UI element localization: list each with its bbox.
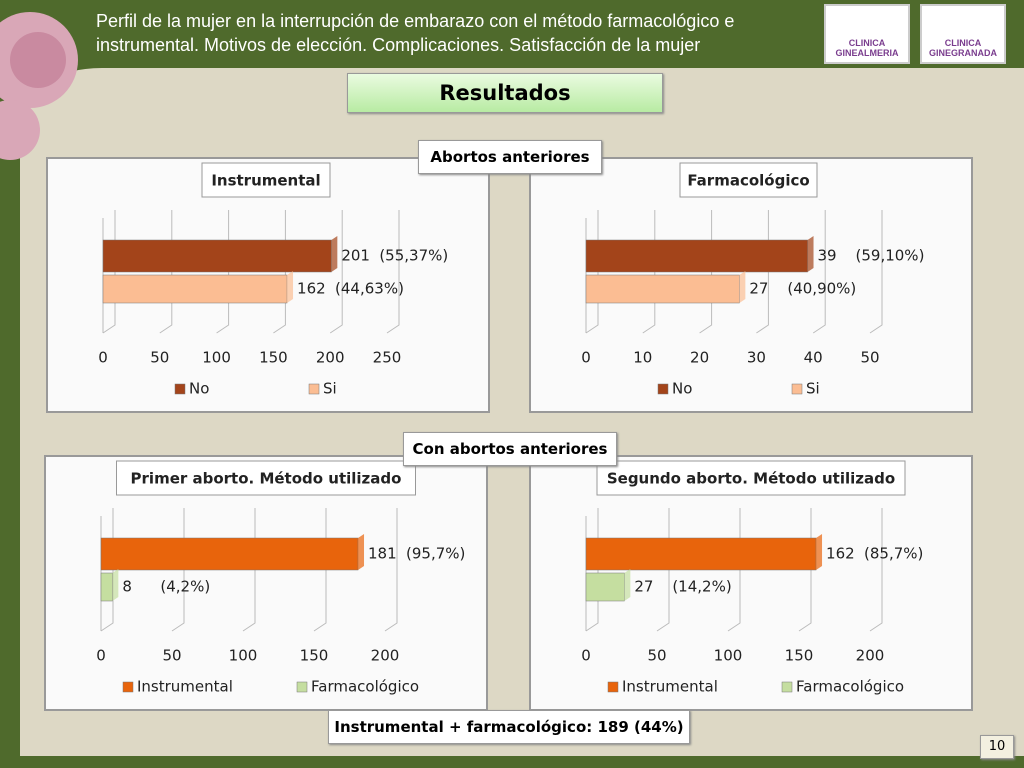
section-label: Con abortos anteriores: [403, 432, 617, 466]
x-tick-label: 200: [856, 647, 885, 665]
legend-swatch: [607, 681, 619, 693]
x-tick-label: 0: [581, 647, 591, 665]
bar: [585, 537, 817, 571]
legend-label: Si: [323, 380, 337, 398]
value-label: 162: [297, 280, 326, 298]
section-label: Abortos anteriores: [418, 140, 602, 174]
legend-swatch: [308, 383, 320, 395]
legend-swatch: [122, 681, 134, 693]
x-tick-label: 100: [202, 349, 231, 367]
value-label: 8: [122, 578, 132, 596]
chart-title: Instrumental: [211, 172, 320, 190]
bar-side: [112, 569, 119, 601]
x-tick-label: 50: [162, 647, 181, 665]
footer-note: Instrumental + farmacológico: 189 (44%): [328, 710, 690, 744]
x-tick-label: 20: [690, 349, 709, 367]
bar: [100, 572, 113, 602]
bar-side: [287, 271, 294, 303]
x-tick-label: 10: [633, 349, 652, 367]
grid-line: [329, 210, 343, 334]
bar: [585, 572, 625, 602]
chart-title-box: [679, 162, 818, 198]
share-label: (85,7%): [864, 545, 923, 563]
legend-label: Si: [806, 380, 820, 398]
share-label: (95,7%): [406, 545, 465, 563]
chart-title: Primer aborto. Método utilizado: [131, 470, 402, 488]
bottom-band: [0, 756, 1024, 768]
share-label: (59,10%): [856, 247, 925, 265]
chart-title-box: [201, 162, 331, 198]
grid-line: [869, 508, 883, 632]
legend-swatch: [657, 383, 669, 395]
bar: [585, 274, 740, 304]
grid-line: [386, 210, 400, 334]
legend-label: Instrumental: [622, 678, 718, 696]
bar: [585, 239, 808, 273]
x-tick-label: 100: [229, 647, 258, 665]
header-title: Perfil de la mujer en la interrupción de…: [96, 11, 735, 55]
legend-swatch: [174, 383, 186, 395]
grid-line: [812, 210, 826, 334]
legend-swatch: [781, 681, 793, 693]
x-tick-label: 250: [373, 349, 402, 367]
bar: [102, 239, 332, 273]
value-label: 27: [749, 280, 768, 298]
x-tick-label: 40: [804, 349, 823, 367]
bar-side: [807, 236, 814, 272]
legend-label: Instrumental: [137, 678, 233, 696]
x-tick-label: 0: [581, 349, 591, 367]
logo: CLINICA GINEALMERIA: [824, 4, 910, 64]
x-tick-label: 0: [96, 647, 106, 665]
chart-title-box: [596, 460, 906, 496]
x-tick-label: 150: [259, 349, 288, 367]
value-label: 181: [368, 545, 397, 563]
bar-side: [624, 569, 631, 601]
chart-title: Segundo aborto. Método utilizado: [607, 470, 895, 488]
legend-swatch: [296, 681, 308, 693]
x-tick-label: 200: [316, 349, 345, 367]
bar-side: [739, 271, 746, 303]
legend-label: Farmacológico: [796, 678, 904, 696]
value-label: 162: [826, 545, 855, 563]
share-label: (4,2%): [160, 578, 210, 596]
legend-label: No: [672, 380, 692, 398]
page-number: 10: [980, 735, 1014, 759]
bar-side: [816, 534, 823, 570]
bar: [102, 274, 288, 304]
heading: Resultados: [347, 73, 663, 113]
chart-panel: [44, 455, 488, 711]
grid-line: [869, 210, 883, 334]
chart-title: Farmacológico: [687, 172, 809, 190]
logo: CLINICA GINEGRANADA: [920, 4, 1006, 64]
value-label: 39: [818, 247, 837, 265]
share-label: (40,90%): [787, 280, 856, 298]
x-tick-label: 50: [860, 349, 879, 367]
legend-label: No: [189, 380, 209, 398]
rose-decoration: [10, 32, 66, 88]
x-tick-label: 100: [714, 647, 743, 665]
x-tick-label: 50: [647, 647, 666, 665]
x-tick-label: 0: [98, 349, 108, 367]
legend-swatch: [791, 383, 803, 395]
x-tick-label: 150: [300, 647, 329, 665]
grid-line: [384, 508, 398, 632]
share-label: (55,37%): [379, 247, 448, 265]
rose-decoration: [0, 100, 40, 160]
bar-side: [358, 534, 365, 570]
value-label: 201: [341, 247, 370, 265]
legend-label: Farmacológico: [311, 678, 419, 696]
share-label: (44,63%): [335, 280, 404, 298]
x-tick-label: 30: [747, 349, 766, 367]
value-label: 27: [634, 578, 653, 596]
chart-title-box: [116, 460, 416, 496]
x-tick-label: 50: [150, 349, 169, 367]
x-tick-label: 200: [371, 647, 400, 665]
x-tick-label: 150: [785, 647, 814, 665]
share-label: (14,2%): [672, 578, 731, 596]
bar: [100, 537, 359, 571]
bar-side: [331, 236, 338, 272]
